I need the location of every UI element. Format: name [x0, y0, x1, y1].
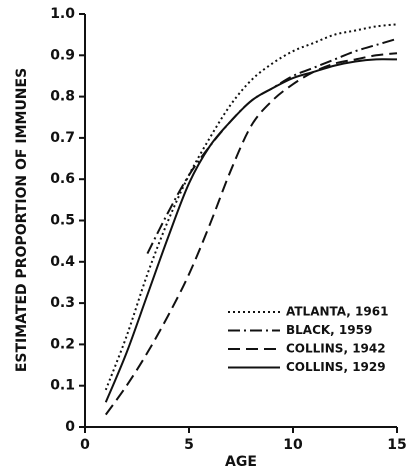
y-tick-label: 0.3	[50, 295, 75, 311]
series-line	[104, 58, 398, 403]
y-tick-label: 0.5	[50, 213, 75, 229]
y-tick-label: 0.1	[50, 378, 75, 394]
y-tick-label: 0.8	[50, 89, 75, 105]
legend-label: COLLINS, 1942	[286, 342, 386, 356]
y-tick-label: 0.7	[50, 130, 75, 146]
series-line	[146, 37, 398, 254]
legend-label: BLACK, 1959	[286, 323, 372, 337]
legend-label: ATLANTA, 1961	[286, 305, 388, 319]
x-tick-label: 10	[283, 437, 303, 453]
y-tick-label: 0.2	[50, 336, 75, 352]
y-tick-label: 0.4	[50, 254, 75, 270]
y-tick-label: 0.6	[50, 171, 75, 187]
y-tick-label: 1.0	[50, 6, 75, 22]
y-axis-label: ESTIMATED PROPORTION OF IMMUNES	[14, 68, 30, 372]
x-tick-label: 0	[80, 437, 90, 453]
y-tick-label: 0.9	[50, 47, 75, 63]
legend-label: COLLINS, 1929	[286, 360, 386, 374]
x-tick-label: 15	[387, 437, 406, 453]
y-tick-label: 0	[65, 419, 75, 435]
series-line	[104, 52, 398, 416]
x-tick-label: 5	[184, 437, 194, 453]
x-axis-label: AGE	[225, 454, 257, 470]
